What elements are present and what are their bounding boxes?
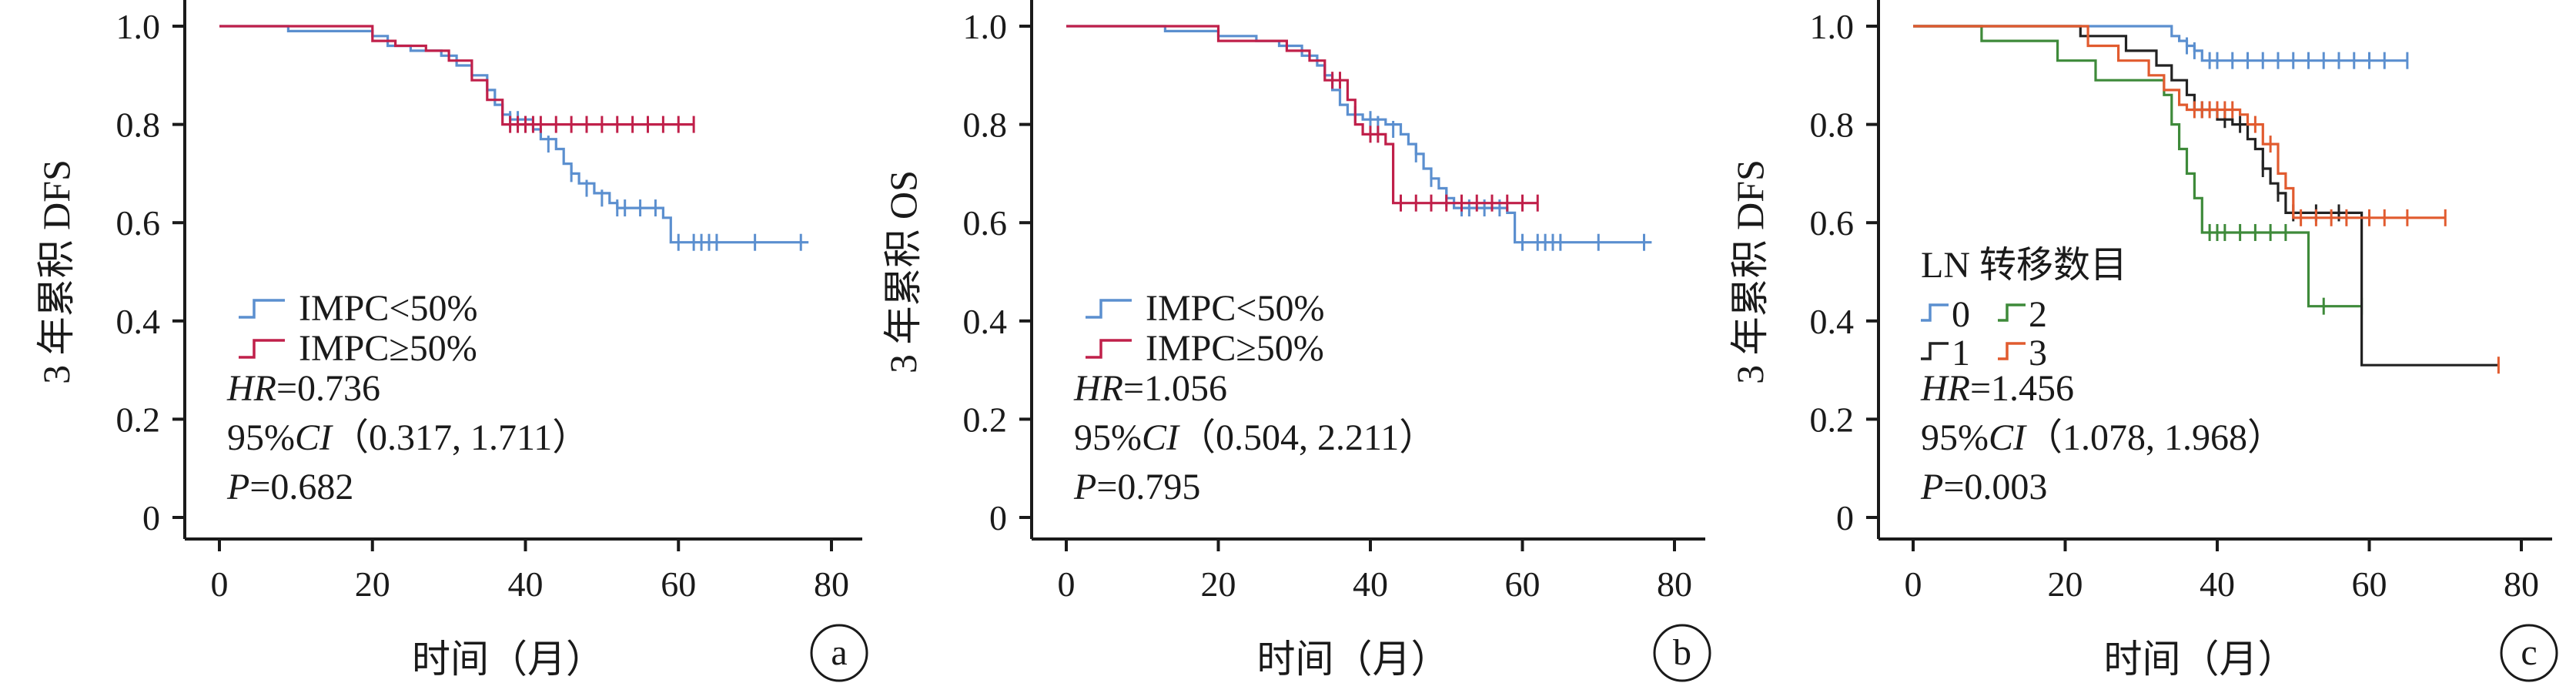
panel-a: 0 0.2 0.4 0.6 0.8 1.0 0 20 40 60 80 时间（月） 3 年累积 DFS I…	[35, 0, 868, 682]
y-tick-label: 0.2	[116, 400, 161, 439]
legend-entry: 1	[1952, 333, 1970, 373]
x-tick-label: 60	[2352, 564, 2387, 604]
legend-entry: IMPC<50%	[299, 288, 477, 329]
y-axis-label: 3 年累积 OS	[882, 170, 925, 373]
ci-stat: 95%CI（0.317, 1.711）	[227, 417, 589, 458]
y-tick-label: 0.6	[963, 203, 1008, 243]
x-tick-label: 20	[2048, 564, 2083, 604]
x-axis-label: 时间（月）	[412, 638, 604, 681]
y-axis-label: 3 年累积 DFS	[1728, 159, 1771, 384]
y-tick-label: 1.0	[1810, 7, 1855, 46]
x-tick-label: 0	[1905, 564, 1922, 604]
legend-swatch	[1086, 339, 1132, 359]
legend-entry: 3	[2029, 333, 2047, 373]
x-tick-label: 80	[1657, 564, 1692, 604]
panel-b: 0 0.2 0.4 0.6 0.8 1.0 0 20 40 60 80 时间（月） 3 年累积 OS IM…	[882, 0, 1711, 682]
series-line-2	[1913, 25, 2362, 308]
p-stat: P=0.795	[1073, 467, 1200, 507]
series-line-IMPC<50%	[1066, 25, 1652, 244]
series-line-3	[1913, 25, 2446, 219]
x-axis-label: 时间（月）	[1257, 638, 1450, 681]
y-tick-label: 0.8	[1810, 105, 1855, 145]
x-tick-label: 80	[2504, 564, 2539, 604]
series-line-1	[1913, 25, 2499, 367]
y-tick-label: 0.4	[963, 302, 1008, 341]
x-tick-label: 0	[211, 564, 229, 604]
legend-swatch	[1086, 299, 1132, 319]
legend-entry: IMPC<50%	[1146, 288, 1324, 329]
legend-title: LN 转移数目	[1921, 245, 2127, 286]
x-tick-label: 80	[814, 564, 849, 604]
y-tick-label: 0.6	[116, 203, 161, 243]
y-tick-label: 0.8	[116, 105, 161, 145]
y-tick-label: 0.2	[963, 400, 1008, 439]
y-tick-label: 1.0	[116, 7, 161, 46]
legend-swatch	[1998, 303, 2026, 322]
y-tick-label: 0	[989, 498, 1007, 537]
series-line-IMPC≥50%	[1066, 25, 1538, 205]
hr-stat: HR=1.456	[1920, 368, 2074, 409]
legend-entry: IMPC≥50%	[299, 328, 477, 369]
x-tick-label: 40	[508, 564, 544, 604]
p-stat: P=0.682	[226, 467, 353, 507]
legend-entry: 0	[1952, 294, 1970, 335]
legend-entry: 2	[2029, 294, 2047, 335]
ci-stat: 95%CI（0.504, 2.211）	[1074, 417, 1436, 458]
x-tick-label: 40	[2200, 564, 2235, 604]
legend-swatch	[1921, 303, 1949, 322]
panel-label-circle	[2500, 624, 2558, 682]
ci-stat: 95%CI（1.078, 1.968）	[1921, 417, 2284, 458]
legend-swatch	[239, 339, 285, 359]
panel-label: a	[831, 632, 847, 673]
hr-stat: HR=0.736	[226, 368, 380, 409]
panel-label: c	[2521, 632, 2537, 673]
panel-label-circle	[1653, 624, 1711, 682]
x-tick-label: 0	[1058, 564, 1076, 604]
y-tick-label: 0	[1836, 498, 1854, 537]
y-tick-label: 0.8	[963, 105, 1008, 145]
y-tick-label: 0.2	[1810, 400, 1855, 439]
y-tick-label: 0	[142, 498, 160, 537]
y-tick-label: 0.6	[1810, 203, 1855, 243]
series-line-0	[1913, 25, 2407, 62]
legend-swatch	[1998, 342, 2026, 360]
legend-entry: IMPC≥50%	[1146, 328, 1324, 369]
hr-stat: HR=1.056	[1073, 368, 1227, 409]
x-tick-label: 60	[661, 564, 696, 604]
legend-swatch	[1921, 342, 1949, 360]
panel-label-circle	[810, 624, 868, 682]
p-stat: P=0.003	[1920, 467, 2047, 507]
y-tick-label: 0.4	[1810, 302, 1855, 341]
series-line-IMPC<50%	[219, 25, 809, 244]
y-tick-label: 1.0	[963, 7, 1008, 46]
y-tick-label: 0.4	[116, 302, 161, 341]
x-tick-label: 20	[355, 564, 390, 604]
x-tick-label: 60	[1505, 564, 1541, 604]
panel-label: b	[1673, 632, 1691, 673]
legend-swatch	[239, 299, 285, 319]
x-axis-label: 时间（月）	[2104, 638, 2297, 681]
x-tick-label: 20	[1201, 564, 1236, 604]
y-axis-label: 3 年累积 DFS	[35, 159, 78, 384]
series-line-IMPC≥50%	[219, 25, 694, 126]
x-tick-label: 40	[1353, 564, 1388, 604]
